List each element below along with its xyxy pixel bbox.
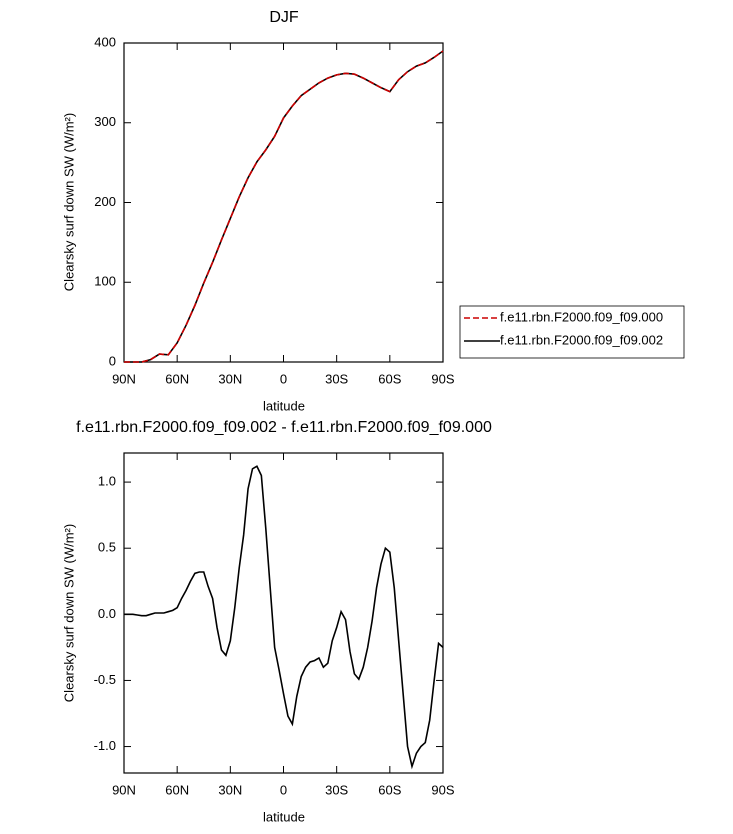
x-tick-label: 90S bbox=[431, 782, 454, 797]
legend-box bbox=[459, 305, 685, 359]
y-tick-label: 1.0 bbox=[98, 474, 116, 489]
x-tick-label: 0 bbox=[280, 782, 287, 797]
x-tick-label: 90N bbox=[112, 782, 136, 797]
line bbox=[124, 50, 444, 363]
x-tick-label: 30N bbox=[218, 782, 242, 797]
x-tick-label: 30S bbox=[325, 371, 348, 386]
y-tick-label: 400 bbox=[94, 34, 116, 49]
y-tick-label: 200 bbox=[94, 194, 116, 209]
line bbox=[124, 465, 444, 770]
y-tick-label: 0.5 bbox=[98, 540, 116, 555]
y-tick-label: 100 bbox=[94, 274, 116, 289]
legend-label: f.e11.rbn.F2000.f09_f09.000 bbox=[500, 309, 663, 324]
x-tick-label: 30S bbox=[325, 782, 348, 797]
plot-frame bbox=[123, 42, 444, 363]
x-tick-label: 60N bbox=[165, 371, 189, 386]
y-tick-label: 0.0 bbox=[98, 606, 116, 621]
x-axis-label: latitude bbox=[263, 809, 305, 824]
chart-title: DJF bbox=[269, 9, 299, 26]
y-tick-label: 300 bbox=[94, 114, 116, 129]
y-tick-label: 0 bbox=[109, 353, 116, 368]
x-axis-label: latitude bbox=[263, 398, 305, 413]
y-tick-label: -0.5 bbox=[94, 672, 116, 687]
plot-frame bbox=[123, 452, 444, 774]
x-tick-label: 30N bbox=[218, 371, 242, 386]
y-axis-label: Clearsky surf down SW (W/m²) bbox=[61, 113, 76, 291]
line bbox=[124, 50, 444, 363]
x-tick-label: 60S bbox=[378, 371, 401, 386]
y-tick-label: -1.0 bbox=[94, 738, 116, 753]
x-tick-label: 0 bbox=[280, 371, 287, 386]
x-tick-label: 60N bbox=[165, 782, 189, 797]
x-tick-label: 60S bbox=[378, 782, 401, 797]
legend-label: f.e11.rbn.F2000.f09_f09.002 bbox=[500, 332, 663, 347]
chart-title: f.e11.rbn.F2000.f09_f09.002 - f.e11.rbn.… bbox=[76, 419, 492, 436]
x-tick-label: 90N bbox=[112, 371, 136, 386]
x-tick-label: 90S bbox=[431, 371, 454, 386]
y-axis-label: Clearsky surf down SW (W/m²) bbox=[61, 524, 76, 702]
